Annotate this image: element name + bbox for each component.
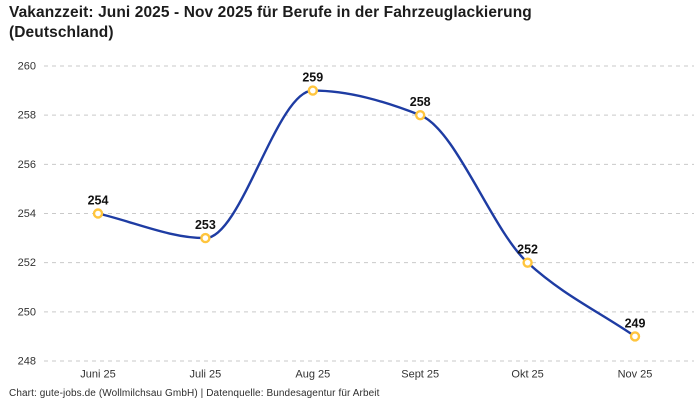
x-tick-label: Aug 25 bbox=[295, 369, 330, 381]
y-tick-label: 258 bbox=[18, 110, 36, 122]
x-tick-label: Nov 25 bbox=[618, 369, 653, 381]
data-point-label: 252 bbox=[517, 243, 538, 257]
y-tick-label: 254 bbox=[18, 208, 36, 220]
y-tick-label: 260 bbox=[18, 61, 36, 73]
data-point-marker bbox=[522, 257, 533, 268]
x-tick-label: Sept 25 bbox=[401, 369, 439, 381]
y-tick-label: 248 bbox=[18, 356, 36, 368]
data-point-marker bbox=[200, 232, 211, 244]
data-point-marker bbox=[629, 331, 641, 342]
data-point-label: 253 bbox=[195, 218, 216, 232]
data-point-label: 249 bbox=[625, 316, 646, 330]
y-tick-label: 256 bbox=[18, 159, 36, 171]
chart-credit: Chart: gute-jobs.de (Wollmilchsau GmbH) … bbox=[9, 388, 380, 399]
data-point-label: 259 bbox=[302, 71, 323, 85]
data-point-marker bbox=[415, 109, 426, 121]
x-tick-label: Juni 25 bbox=[80, 369, 115, 381]
x-tick-label: Okt 25 bbox=[511, 369, 543, 381]
y-tick-label: 252 bbox=[18, 257, 36, 269]
x-tick-label: Juli 25 bbox=[190, 369, 222, 381]
y-tick-label: 250 bbox=[18, 306, 36, 318]
data-point-marker bbox=[307, 85, 318, 96]
data-point-label: 254 bbox=[88, 194, 109, 208]
chart-title: Vakanzzeit: Juni 2025 - Nov 2025 für Ber… bbox=[9, 4, 532, 42]
data-point-label: 258 bbox=[410, 95, 431, 109]
data-point-marker bbox=[92, 208, 104, 219]
